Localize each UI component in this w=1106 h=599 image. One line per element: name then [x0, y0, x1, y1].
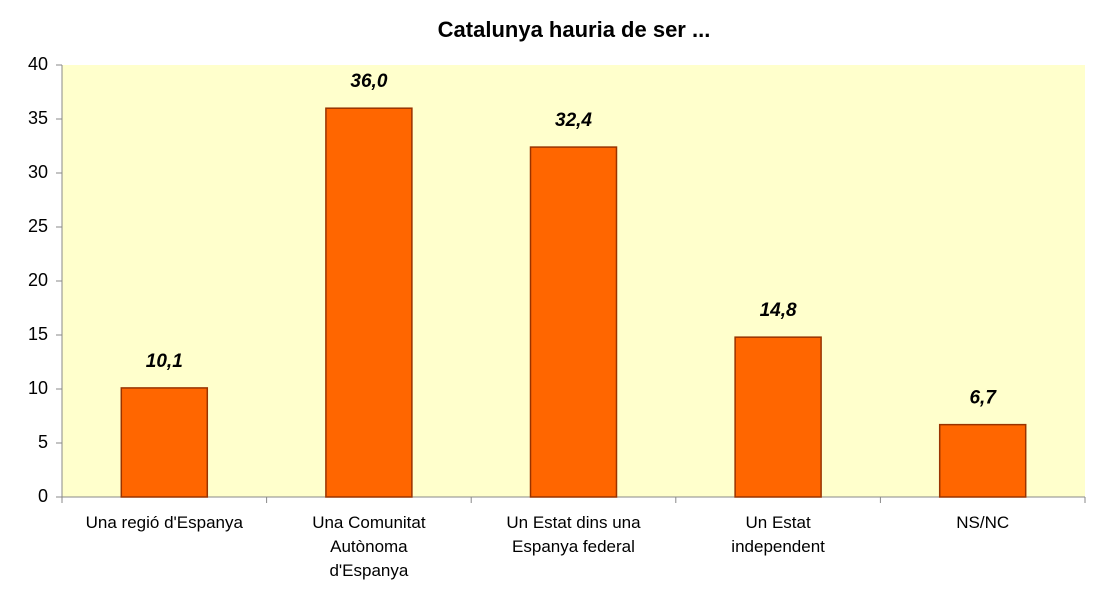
y-tick-label: 30 [28, 162, 48, 182]
x-tick-label: Un Estat independent [731, 513, 825, 556]
bar [938, 423, 1027, 498]
y-tick-label: 20 [28, 270, 48, 290]
data-label: 14,8 [760, 300, 797, 321]
x-tick-label-box: Un Estat independent [731, 513, 825, 556]
y-tick-label: 5 [38, 432, 48, 452]
x-tick-label: Una Comunitat Autònoma d'Espanya [312, 513, 426, 580]
x-tick-label-box: Una Comunitat Autònoma d'Espanya [312, 513, 426, 580]
bar [529, 146, 618, 498]
data-label: 32,4 [555, 110, 592, 131]
bar [120, 387, 209, 498]
x-tick-label-box: Un Estat dins una Espanya federal [506, 513, 641, 556]
bar [734, 336, 822, 498]
y-tick-label: 35 [28, 108, 48, 128]
data-label: 36,0 [350, 71, 387, 92]
y-tick-label: 0 [38, 486, 48, 506]
y-tick-label: 15 [28, 324, 48, 344]
y-tick-label: 40 [28, 54, 48, 74]
x-tick-label: Una regió d'Espanya [85, 513, 243, 532]
data-label: 6,7 [969, 388, 997, 409]
x-tick-label: NS/NC [956, 513, 1010, 532]
y-tick-label: 25 [28, 216, 48, 236]
x-tick-label-box: Una regió d'Espanya [85, 513, 243, 532]
x-tick-label-box: NS/NC [956, 513, 1010, 532]
bar [325, 107, 413, 498]
x-tick-label: Un Estat dins una Espanya federal [506, 513, 641, 556]
data-label: 10,1 [146, 351, 183, 372]
y-tick-label: 10 [28, 378, 48, 398]
chart-title: Catalunya hauria de ser ... [438, 17, 711, 42]
